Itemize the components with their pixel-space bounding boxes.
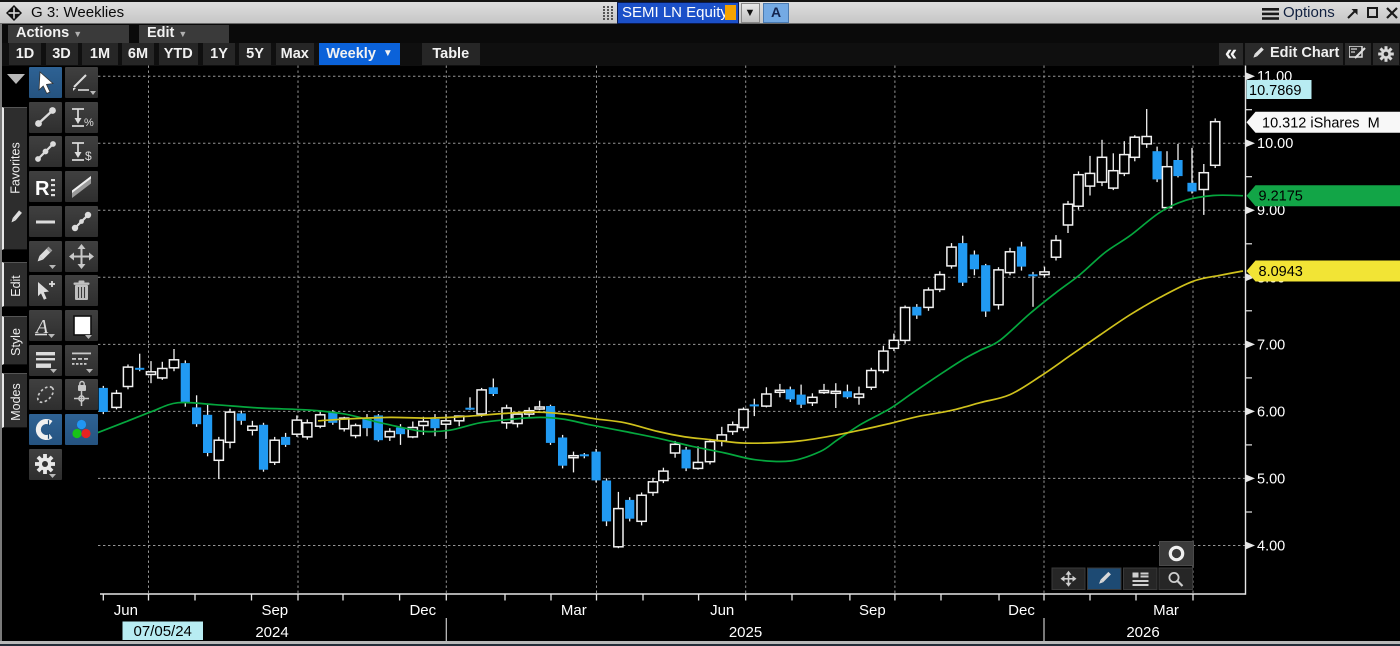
svg-text:9.2175: 9.2175: [1259, 189, 1303, 205]
svg-text:Dec: Dec: [409, 602, 436, 619]
svg-text:6.00: 6.00: [1257, 404, 1285, 420]
svg-text:$: $: [85, 149, 92, 163]
svg-text:9.00: 9.00: [1257, 203, 1285, 219]
svg-text:10.00: 10.00: [1257, 136, 1293, 152]
svg-text:2024: 2024: [255, 624, 288, 641]
svg-text:07/05/24: 07/05/24: [134, 623, 192, 640]
svg-text:2025: 2025: [729, 624, 762, 641]
svg-text:10.7869: 10.7869: [1249, 83, 1301, 99]
svg-text:Sep: Sep: [859, 602, 886, 619]
svg-text:Jun: Jun: [114, 602, 138, 619]
svg-text:2026: 2026: [1126, 624, 1159, 641]
svg-text:Mar: Mar: [561, 602, 587, 619]
svg-text:R: R: [35, 178, 50, 200]
svg-text:5.00: 5.00: [1257, 471, 1285, 487]
svg-text:Dec: Dec: [1008, 602, 1035, 619]
svg-text:%: %: [84, 117, 94, 129]
svg-text:10.312 iShares M: 10.312 iShares M: [1262, 115, 1380, 131]
svg-text:7.00: 7.00: [1257, 337, 1285, 353]
svg-text:Sep: Sep: [261, 602, 288, 619]
svg-text:A: A: [34, 316, 49, 338]
svg-text:8.0943: 8.0943: [1259, 264, 1303, 280]
svg-text:Mar: Mar: [1153, 602, 1179, 619]
svg-text:Jun: Jun: [710, 602, 734, 619]
svg-text:4.00: 4.00: [1257, 539, 1285, 555]
